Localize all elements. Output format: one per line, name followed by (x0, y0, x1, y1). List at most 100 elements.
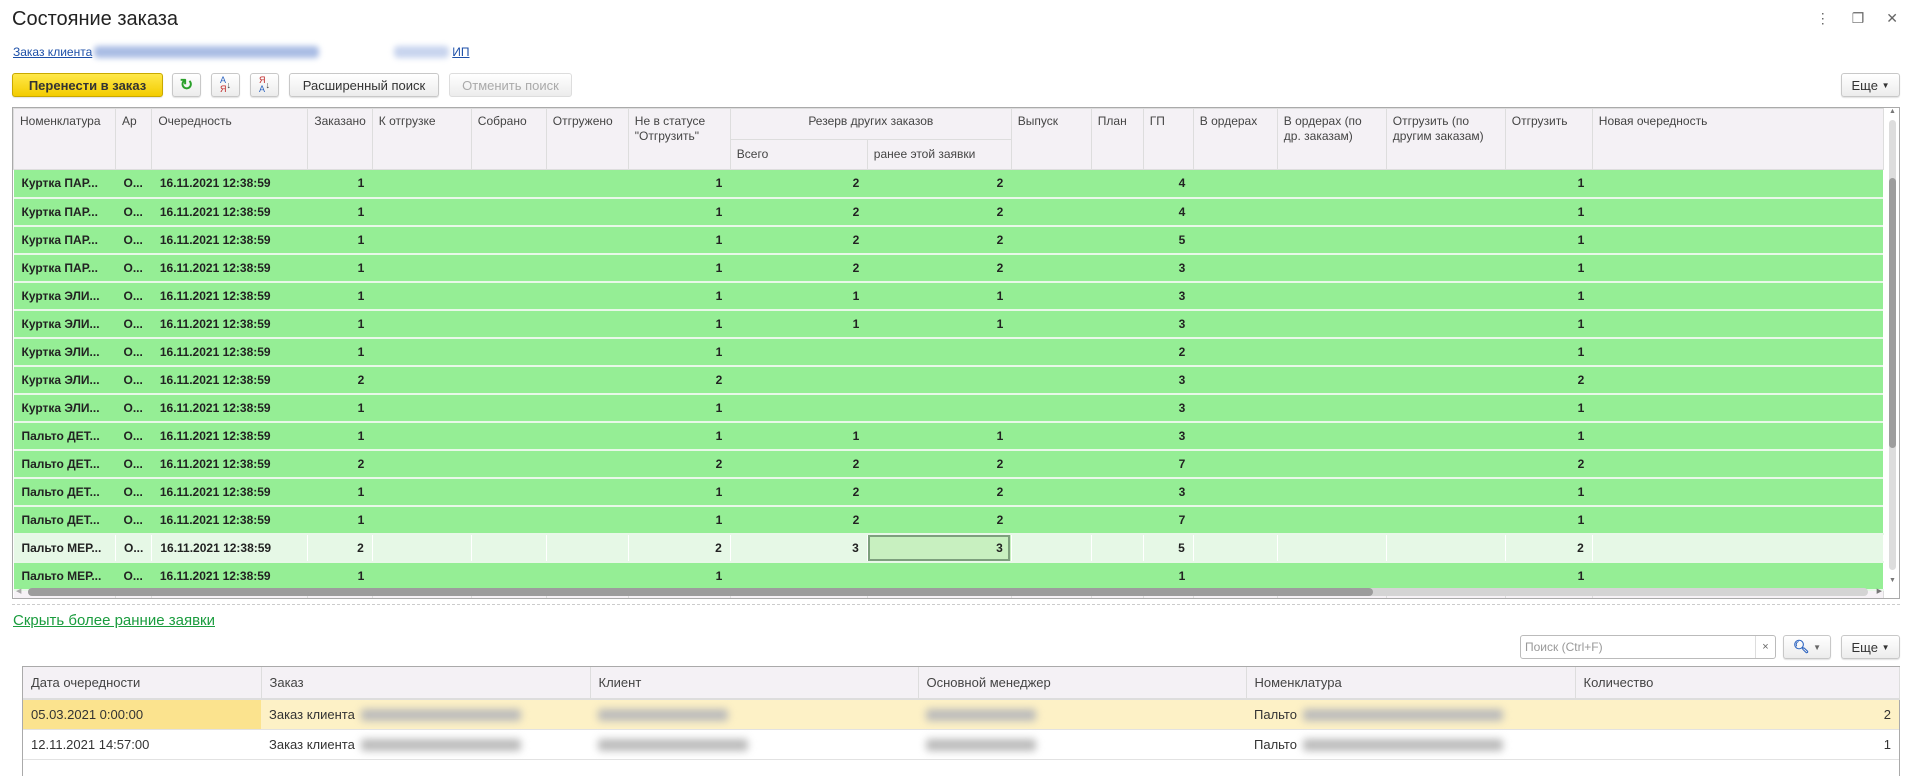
sort-ascending-icon[interactable]: А Я ↓ (211, 73, 240, 97)
more-vert-icon[interactable]: ⋮ (1815, 10, 1830, 26)
scroll-left-icon[interactable]: ◀ (16, 588, 22, 595)
scroll-down-icon[interactable]: ▼ (1889, 577, 1896, 584)
column-header[interactable]: К отгрузке (371, 108, 472, 170)
table-cell (1193, 505, 1278, 535)
restore-window-icon[interactable]: ❐ (1851, 10, 1865, 26)
table-cell: 16.11.2021 12:38:59 (151, 253, 308, 283)
table-row[interactable]: Пальто МЕР... О... 16.11.2021 12:38:59 1 1 1 1 (13, 561, 1884, 591)
column-header[interactable]: Заказано (307, 108, 373, 170)
table-cell: 5 (1143, 225, 1194, 255)
sort-descending-icon[interactable]: Я А ↓ (250, 73, 279, 97)
horizontal-scrollbar[interactable]: ◀ ▶ (14, 586, 1884, 598)
column-header[interactable]: В ордерах (1192, 108, 1278, 170)
column-header-client[interactable]: Клиент (590, 667, 919, 700)
table-cell: 1 (1505, 253, 1593, 283)
table-row[interactable]: Куртка ПАР... О... 16.11.2021 12:38:59 1 1 2 2… (13, 197, 1884, 227)
scroll-right-icon[interactable]: ▶ (1876, 588, 1882, 595)
clear-search-icon[interactable]: × (1755, 636, 1775, 658)
column-header[interactable]: Выпуск (1010, 108, 1092, 170)
extended-search-button[interactable]: Расширенный поиск (289, 73, 439, 97)
table-row[interactable]: Пальто МЕР... О... 16.11.2021 12:38:59 2 2 3 3… (13, 533, 1884, 563)
search-input[interactable]: Поиск (Ctrl+F) × (1520, 635, 1776, 659)
table-cell (372, 477, 472, 507)
table-row[interactable]: Куртка ЭЛИ... О... 16.11.2021 12:38:59 2 2 3 2 (13, 365, 1884, 395)
table-row[interactable]: Куртка ЭЛИ... О... 16.11.2021 12:38:59 1 1 3 1 (13, 393, 1884, 423)
scrollbar-thumb[interactable] (1889, 178, 1896, 448)
transfer-to-order-button[interactable]: Перенести в заказ (12, 73, 163, 97)
table-cell: О... (115, 393, 152, 423)
table-cell (471, 449, 547, 479)
hide-earlier-requests-link[interactable]: Скрыть более ранние заявки (13, 612, 215, 629)
table-cell (546, 393, 629, 423)
column-header[interactable]: Не в статусе "Отгрузить" (627, 108, 731, 170)
table-cell: 1 (628, 337, 731, 367)
table-cell: О... (115, 169, 152, 199)
item-text: Пальто (1254, 706, 1297, 722)
column-header[interactable]: Очередность (151, 108, 309, 170)
column-header-order[interactable]: Заказ (261, 667, 591, 700)
refresh-icon[interactable]: ↻ (172, 73, 201, 97)
table-row[interactable]: Куртка ЭЛИ... О... 16.11.2021 12:38:59 1 1 1 1… (13, 309, 1884, 339)
list-item[interactable]: 12.11.2021 14:57:00 Заказ клиента Пальто… (23, 729, 1899, 760)
column-header[interactable]: В ордерах (по др. заказам) (1276, 108, 1387, 170)
column-header-date[interactable]: Дата очередности (23, 667, 262, 700)
table-cell: Куртка ЭЛИ... (13, 281, 116, 311)
table-cell (1011, 169, 1092, 199)
column-header-manager[interactable]: Основной менеджер (918, 667, 1247, 700)
table-cell: 1 (628, 169, 731, 199)
table-cell (1011, 393, 1092, 423)
column-header[interactable]: ГП (1142, 108, 1194, 170)
column-header[interactable]: Ар (114, 108, 153, 170)
table-row[interactable]: Куртка ПАР... О... 16.11.2021 12:38:59 1 1 2 2… (13, 253, 1884, 283)
table-row[interactable]: Пальто ДЕТ... О... 16.11.2021 12:38:59 2 2 2 2… (13, 449, 1884, 479)
table-cell: 1 (730, 281, 868, 311)
table-cell (372, 393, 472, 423)
table-row[interactable]: Пальто ДЕТ... О... 16.11.2021 12:38:59 1 1 1 1… (13, 421, 1884, 451)
more-button[interactable]: Еще ▼ (1841, 73, 1900, 97)
table-cell: 3 (730, 533, 868, 563)
table-cell: Куртка ЭЛИ... (13, 309, 116, 339)
quantity-cell: 2 (1575, 699, 1899, 730)
date-cell: 12.11.2021 14:57:00 (23, 729, 261, 760)
list-item[interactable]: 05.03.2021 0:00:00 Заказ клиента Пальто … (23, 699, 1899, 730)
order-text: Заказ клиента (269, 736, 355, 752)
table-cell (1386, 449, 1506, 479)
table-row[interactable]: Куртка ПАР... О... 16.11.2021 12:38:59 1 1 2 2… (13, 225, 1884, 255)
column-header-quantity[interactable]: Количество (1575, 667, 1900, 700)
cancel-search-button[interactable]: Отменить поиск (449, 73, 572, 97)
column-header[interactable]: Отгружено (545, 108, 629, 170)
order-link-prefix[interactable]: Заказ клиента (13, 45, 93, 59)
column-header[interactable]: План (1090, 108, 1144, 170)
column-header-reserve-total[interactable]: Всего (729, 139, 868, 170)
table-cell (471, 533, 547, 563)
search-button[interactable]: 🔍︎ ▼ (1783, 635, 1831, 659)
table-cell: 1 (1505, 309, 1593, 339)
table-row[interactable]: Пальто ДЕТ... О... 16.11.2021 12:38:59 1 1 2 2… (13, 505, 1884, 535)
column-header-item[interactable]: Номенклатура (1246, 667, 1576, 700)
scroll-up-icon[interactable]: ▲ (1889, 108, 1896, 115)
table-row[interactable]: Пальто ДЕТ... О... 16.11.2021 12:38:59 1 1 2 2… (13, 477, 1884, 507)
table-row[interactable]: Куртка ЭЛИ... О... 16.11.2021 12:38:59 1 1 1 1… (13, 281, 1884, 311)
column-header[interactable]: Отгрузить (1504, 108, 1593, 170)
order-link[interactable]: Заказ клиента ИП (13, 45, 470, 59)
table-row[interactable]: Куртка ЭЛИ... О... 16.11.2021 12:38:59 1 1 2 1 (13, 337, 1884, 367)
table-cell (1386, 365, 1506, 395)
column-header[interactable]: Номенклатура (13, 108, 116, 170)
table-cell (372, 169, 472, 199)
table-cell (1193, 169, 1278, 199)
column-header[interactable]: Собрано (470, 108, 547, 170)
table-row[interactable]: Куртка ПАР... О... 16.11.2021 12:38:59 1 1 2 2… (13, 169, 1884, 199)
table-cell (1011, 337, 1092, 367)
table-cell (1193, 309, 1278, 339)
order-link-suffix[interactable]: ИП (452, 45, 470, 59)
column-header-reserve-earlier[interactable]: ранее этой заявки (866, 139, 1012, 170)
column-header[interactable]: Резерв других заказов (729, 108, 1012, 140)
vertical-scrollbar[interactable]: ▲ ▼ (1886, 108, 1900, 584)
table-cell (1386, 505, 1506, 535)
close-icon[interactable]: ✕ (1886, 10, 1898, 26)
scrollbar-thumb[interactable] (28, 588, 1373, 596)
more-button-bottom[interactable]: Еще ▼ (1841, 635, 1900, 659)
column-header[interactable]: Отгрузить (по другим заказам) (1385, 108, 1506, 170)
column-header[interactable]: Новая очередность (1591, 108, 1884, 170)
table-cell (1091, 365, 1144, 395)
